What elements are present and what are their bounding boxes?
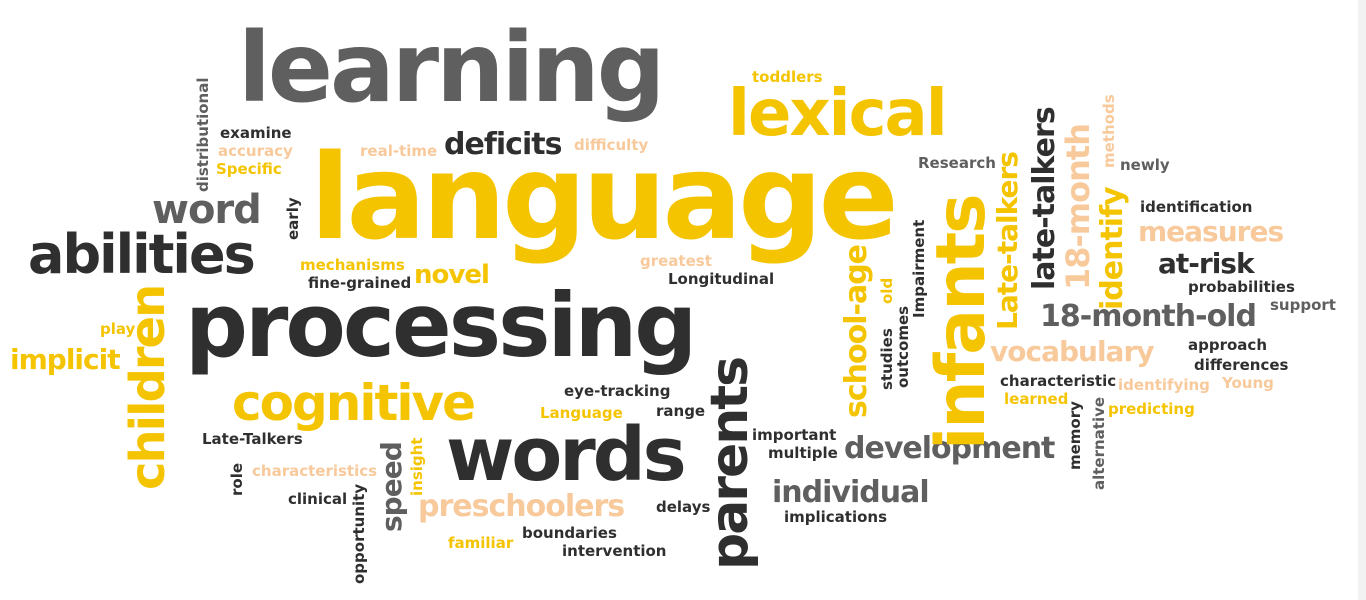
word-methods: methods: [1100, 94, 1118, 168]
word-Impairment: Impairment: [910, 219, 928, 318]
word-novel: novel: [414, 260, 490, 290]
word-individual: individual: [772, 475, 930, 510]
word-probabilities: probabilities: [1188, 278, 1295, 296]
word-approach: approach: [1188, 336, 1267, 354]
word-word: word: [152, 187, 262, 233]
word-Longitudinal: Longitudinal: [668, 270, 775, 288]
word-speed: speed: [375, 442, 408, 532]
word-greatest: greatest: [640, 252, 712, 270]
word-outcomes: outcomes: [894, 305, 912, 388]
word-predicting: predicting: [1108, 400, 1195, 418]
word-real-time: real-time: [360, 142, 438, 160]
word-late-talkers: late-talkers: [1027, 107, 1062, 290]
word-at-risk: at-risk: [1158, 247, 1255, 280]
word-distributional: distributional: [194, 77, 212, 193]
word-intervention: intervention: [562, 542, 667, 560]
word-Late-talkers-yellow: Late-talkers: [991, 152, 1024, 330]
word-children: children: [120, 285, 176, 490]
word-deficits: deficits: [444, 127, 562, 162]
word-identification: identification: [1140, 198, 1253, 216]
word-familiar: familiar: [448, 534, 514, 552]
word-characteristics: characteristics: [252, 462, 378, 480]
word-role: role: [228, 462, 246, 496]
word-important: important: [752, 426, 837, 444]
word-range: range: [656, 402, 706, 420]
word-preschoolers: preschoolers: [418, 489, 625, 524]
word-memory: memory: [1066, 401, 1084, 470]
word-alternative: alternative: [1090, 396, 1108, 490]
word-studies: studies: [878, 328, 896, 390]
word-difficulty: difficulty: [574, 136, 649, 154]
word-learned: learned: [1004, 390, 1069, 408]
word-opportunity: opportunity: [350, 483, 368, 584]
word-delays: delays: [656, 498, 711, 516]
word-Young: Young: [1222, 374, 1274, 392]
word-identifying: identifying: [1118, 376, 1210, 394]
word-fine-grained: fine-grained: [308, 274, 412, 292]
word-support: support: [1270, 296, 1336, 314]
word-play: play: [100, 320, 136, 338]
word-multiple: multiple: [768, 444, 838, 462]
word-characteristic: characteristic: [1000, 372, 1117, 390]
word-development: development: [844, 431, 1055, 466]
word-parents: parents: [700, 357, 760, 570]
word-cognitive: cognitive: [232, 374, 476, 432]
word-Language-small: Language: [540, 404, 623, 422]
word-school-age: school-age: [839, 244, 874, 418]
word-18-month-old: 18-month-old: [1040, 299, 1257, 334]
word-implicit: implicit: [10, 343, 121, 376]
word-processing: processing: [185, 274, 697, 377]
word-words: words: [446, 412, 687, 498]
word-infants: infants: [922, 195, 1001, 450]
word-Research: Research: [918, 154, 996, 172]
word-eye-tracking: eye-tracking: [564, 382, 671, 400]
word-old: old: [878, 277, 896, 304]
word-language: language: [310, 128, 899, 266]
word-insight: insight: [408, 437, 426, 496]
page-edge: [1358, 0, 1366, 600]
word-differences: differences: [1194, 356, 1289, 374]
word-examine: examine: [220, 124, 292, 142]
word-learning: learning: [238, 12, 665, 124]
word-abilities: abilities: [28, 223, 256, 286]
word-mechanisms: mechanisms: [300, 256, 405, 274]
word-early: early: [284, 197, 302, 240]
word-boundaries: boundaries: [522, 524, 617, 542]
word-implications: implications: [784, 508, 888, 526]
word-newly: newly: [1120, 156, 1170, 174]
word-Specific: Specific: [216, 160, 282, 178]
word-vocabulary: vocabulary: [990, 335, 1155, 368]
word-clinical: clinical: [288, 490, 348, 508]
word-identify: identify: [1095, 187, 1130, 310]
word-toddlers: toddlers: [752, 68, 823, 86]
word-lexical: lexical: [728, 77, 948, 151]
word-18-month: 18-month: [1059, 124, 1097, 290]
word-measures: measures: [1138, 215, 1284, 248]
word-Late-Talkers-small: Late-Talkers: [202, 430, 303, 448]
word-accuracy: accuracy: [218, 142, 293, 160]
